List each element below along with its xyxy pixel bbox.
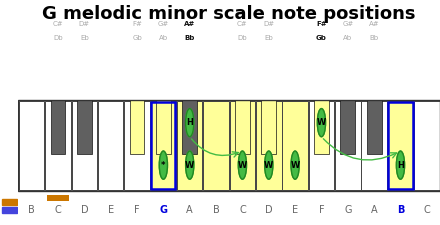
Text: Ab: Ab bbox=[343, 35, 352, 41]
Text: D: D bbox=[81, 205, 88, 216]
Text: Gb: Gb bbox=[132, 35, 142, 41]
Text: F#: F# bbox=[316, 22, 327, 27]
Text: C: C bbox=[423, 205, 430, 216]
Text: Eb: Eb bbox=[264, 35, 273, 41]
Bar bbox=[203, 101, 229, 190]
Bar bbox=[367, 100, 381, 154]
Circle shape bbox=[186, 151, 194, 179]
Text: A#: A# bbox=[184, 22, 195, 27]
Text: D#: D# bbox=[79, 22, 90, 27]
Bar bbox=[72, 101, 97, 190]
Text: W: W bbox=[317, 118, 326, 127]
Text: F: F bbox=[319, 205, 324, 216]
Text: Db: Db bbox=[238, 35, 247, 41]
Circle shape bbox=[159, 151, 168, 179]
Text: C: C bbox=[239, 205, 246, 216]
Bar bbox=[18, 100, 440, 191]
Bar bbox=[130, 100, 144, 154]
Bar bbox=[47, 195, 69, 201]
Text: basicmusictheory.com: basicmusictheory.com bbox=[7, 81, 12, 135]
Text: B: B bbox=[28, 205, 35, 216]
Text: F: F bbox=[134, 205, 140, 216]
Text: *: * bbox=[161, 161, 165, 170]
Text: Gb: Gb bbox=[316, 35, 327, 41]
Circle shape bbox=[291, 151, 299, 179]
Text: Db: Db bbox=[53, 35, 63, 41]
Bar bbox=[51, 100, 66, 154]
Text: Bb: Bb bbox=[370, 35, 379, 41]
Circle shape bbox=[238, 151, 246, 179]
Bar bbox=[156, 100, 171, 154]
Text: H: H bbox=[397, 161, 404, 170]
Bar bbox=[282, 101, 308, 190]
Text: D: D bbox=[265, 205, 272, 216]
Text: Eb: Eb bbox=[80, 35, 89, 41]
Bar bbox=[45, 101, 71, 190]
Text: E: E bbox=[108, 205, 114, 216]
Text: C#: C# bbox=[237, 22, 248, 27]
Text: A: A bbox=[371, 205, 378, 216]
Text: B: B bbox=[213, 205, 220, 216]
Bar bbox=[314, 100, 329, 154]
Bar bbox=[414, 101, 440, 190]
Bar bbox=[124, 101, 150, 190]
Text: H: H bbox=[186, 118, 193, 127]
Bar bbox=[261, 100, 276, 154]
Text: G#: G# bbox=[158, 22, 169, 27]
Text: Bb: Bb bbox=[184, 35, 195, 41]
Text: W: W bbox=[264, 161, 273, 170]
Bar bbox=[98, 101, 124, 190]
Text: C: C bbox=[55, 205, 61, 216]
Bar bbox=[389, 102, 413, 189]
Bar bbox=[361, 101, 387, 190]
Text: G: G bbox=[159, 205, 167, 216]
Text: C#: C# bbox=[53, 22, 63, 27]
Bar bbox=[151, 102, 176, 189]
Text: E: E bbox=[292, 205, 298, 216]
Circle shape bbox=[265, 151, 273, 179]
Text: W: W bbox=[238, 161, 247, 170]
Bar bbox=[341, 100, 355, 154]
Text: D#: D# bbox=[263, 22, 274, 27]
Bar bbox=[388, 101, 413, 190]
Bar bbox=[230, 101, 255, 190]
Bar bbox=[19, 101, 44, 190]
Bar bbox=[2, 207, 17, 213]
Text: Ab: Ab bbox=[159, 35, 168, 41]
Text: W: W bbox=[290, 161, 300, 170]
Bar bbox=[335, 101, 360, 190]
Bar bbox=[256, 101, 282, 190]
Bar bbox=[309, 101, 334, 190]
Circle shape bbox=[317, 109, 326, 137]
Bar bbox=[2, 199, 17, 205]
Bar bbox=[182, 100, 197, 154]
Text: A#: A# bbox=[369, 22, 379, 27]
Circle shape bbox=[186, 109, 194, 137]
Text: G#: G# bbox=[342, 22, 353, 27]
Bar bbox=[177, 101, 202, 190]
Text: G melodic minor scale note positions: G melodic minor scale note positions bbox=[43, 5, 416, 23]
Text: A: A bbox=[187, 205, 193, 216]
Bar bbox=[235, 100, 250, 154]
Circle shape bbox=[396, 151, 404, 179]
Text: F#: F# bbox=[132, 22, 142, 27]
Bar bbox=[150, 101, 176, 190]
Text: W: W bbox=[185, 161, 194, 170]
Text: B: B bbox=[397, 205, 404, 216]
Bar bbox=[77, 100, 92, 154]
Text: G: G bbox=[344, 205, 352, 216]
